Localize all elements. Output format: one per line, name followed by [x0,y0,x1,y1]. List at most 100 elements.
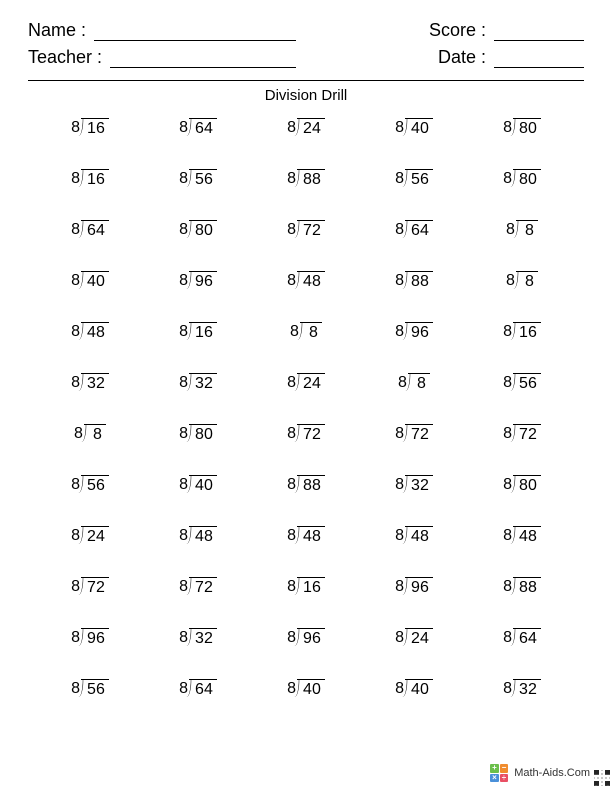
division-problem: 848 [395,526,433,545]
dividend: 72 [513,424,541,443]
division-problem: 840 [287,679,325,698]
dividend: 88 [297,169,325,188]
problem-cell: 888 [252,475,360,494]
problem-cell: 824 [36,526,144,545]
division-problem: 816 [179,322,217,341]
division-problem: 832 [395,475,433,494]
problem-cell: 896 [144,271,252,290]
problem-cell: 896 [36,628,144,647]
dividend: 56 [81,679,109,698]
footer: +−×÷ Math-Aids.Com [490,764,590,782]
footer-logo-icon: +−×÷ [490,764,508,782]
dividend: 96 [189,271,217,290]
division-problem: 888 [395,271,433,290]
problem-cell: 880 [468,169,576,188]
problem-cell: 88 [36,424,144,443]
problem-cell: 864 [360,220,468,239]
problem-cell: 856 [144,169,252,188]
problem-cell: 872 [252,424,360,443]
problem-cell: 816 [252,577,360,596]
division-problem: 864 [179,118,217,137]
dividend: 56 [405,169,433,188]
problem-cell: 856 [36,475,144,494]
dividend: 64 [405,220,433,239]
problem-cell: 848 [144,526,252,545]
dividend: 96 [297,628,325,647]
dividend: 8 [408,373,430,392]
problem-cell: 848 [468,526,576,545]
dividend: 88 [513,577,541,596]
dividend: 40 [189,475,217,494]
dividend: 80 [513,475,541,494]
dividend: 72 [81,577,109,596]
dividend: 80 [513,118,541,137]
dividend: 72 [297,424,325,443]
footer-site: Math-Aids.Com [514,767,590,779]
problem-cell: 816 [144,322,252,341]
dividend: 96 [405,577,433,596]
teacher-blank [110,50,296,68]
problem-cell: 848 [360,526,468,545]
header-divider [28,80,584,81]
problem-cell: 840 [252,679,360,698]
problem-cell: 824 [252,118,360,137]
dividend: 72 [297,220,325,239]
problem-cell: 880 [468,475,576,494]
score-label: Score : [429,20,486,41]
division-problem: 864 [179,679,217,698]
problem-cell: 88 [252,322,360,341]
problem-cell: 872 [252,220,360,239]
problem-cell: 88 [468,220,576,239]
name-field: Name : [28,20,296,41]
dividend: 48 [189,526,217,545]
dividend: 96 [405,322,433,341]
problem-cell: 880 [468,118,576,137]
dividend: 24 [405,628,433,647]
division-problem: 872 [287,424,325,443]
name-blank [94,23,296,41]
problem-cell: 872 [144,577,252,596]
division-problem: 880 [503,118,541,137]
dividend: 64 [513,628,541,647]
dividend: 48 [297,271,325,290]
division-problem: 872 [287,220,325,239]
dividend: 88 [405,271,433,290]
division-problem: 856 [503,373,541,392]
problem-cell: 88 [360,373,468,392]
problem-cell: 840 [360,679,468,698]
problem-cell: 848 [252,526,360,545]
division-problem: 816 [503,322,541,341]
division-problem: 824 [395,628,433,647]
dividend: 40 [405,679,433,698]
division-problem: 816 [71,118,109,137]
teacher-field: Teacher : [28,47,296,68]
division-problem: 872 [503,424,541,443]
division-problem: 856 [71,475,109,494]
date-label: Date : [438,47,486,68]
division-problem: 856 [71,679,109,698]
problem-cell: 832 [468,679,576,698]
problem-cell: 840 [360,118,468,137]
dividend: 40 [81,271,109,290]
division-problem: 888 [287,475,325,494]
division-problem: 896 [395,322,433,341]
worksheet-title: Division Drill [28,87,584,104]
dividend: 32 [405,475,433,494]
problem-cell: 816 [36,169,144,188]
score-field: Score : [316,20,584,41]
problem-cell: 896 [360,322,468,341]
problem-cell: 88 [468,271,576,290]
dividend: 40 [405,118,433,137]
dividend: 56 [513,373,541,392]
logo-quadrant: ÷ [500,774,509,783]
division-problem: 816 [287,577,325,596]
division-problem: 888 [503,577,541,596]
division-problem: 856 [395,169,433,188]
division-problem: 848 [503,526,541,545]
problem-cell: 864 [144,679,252,698]
dividend: 64 [189,118,217,137]
problem-cell: 880 [144,424,252,443]
division-problem: 896 [179,271,217,290]
problem-cell: 848 [36,322,144,341]
dividend: 72 [189,577,217,596]
